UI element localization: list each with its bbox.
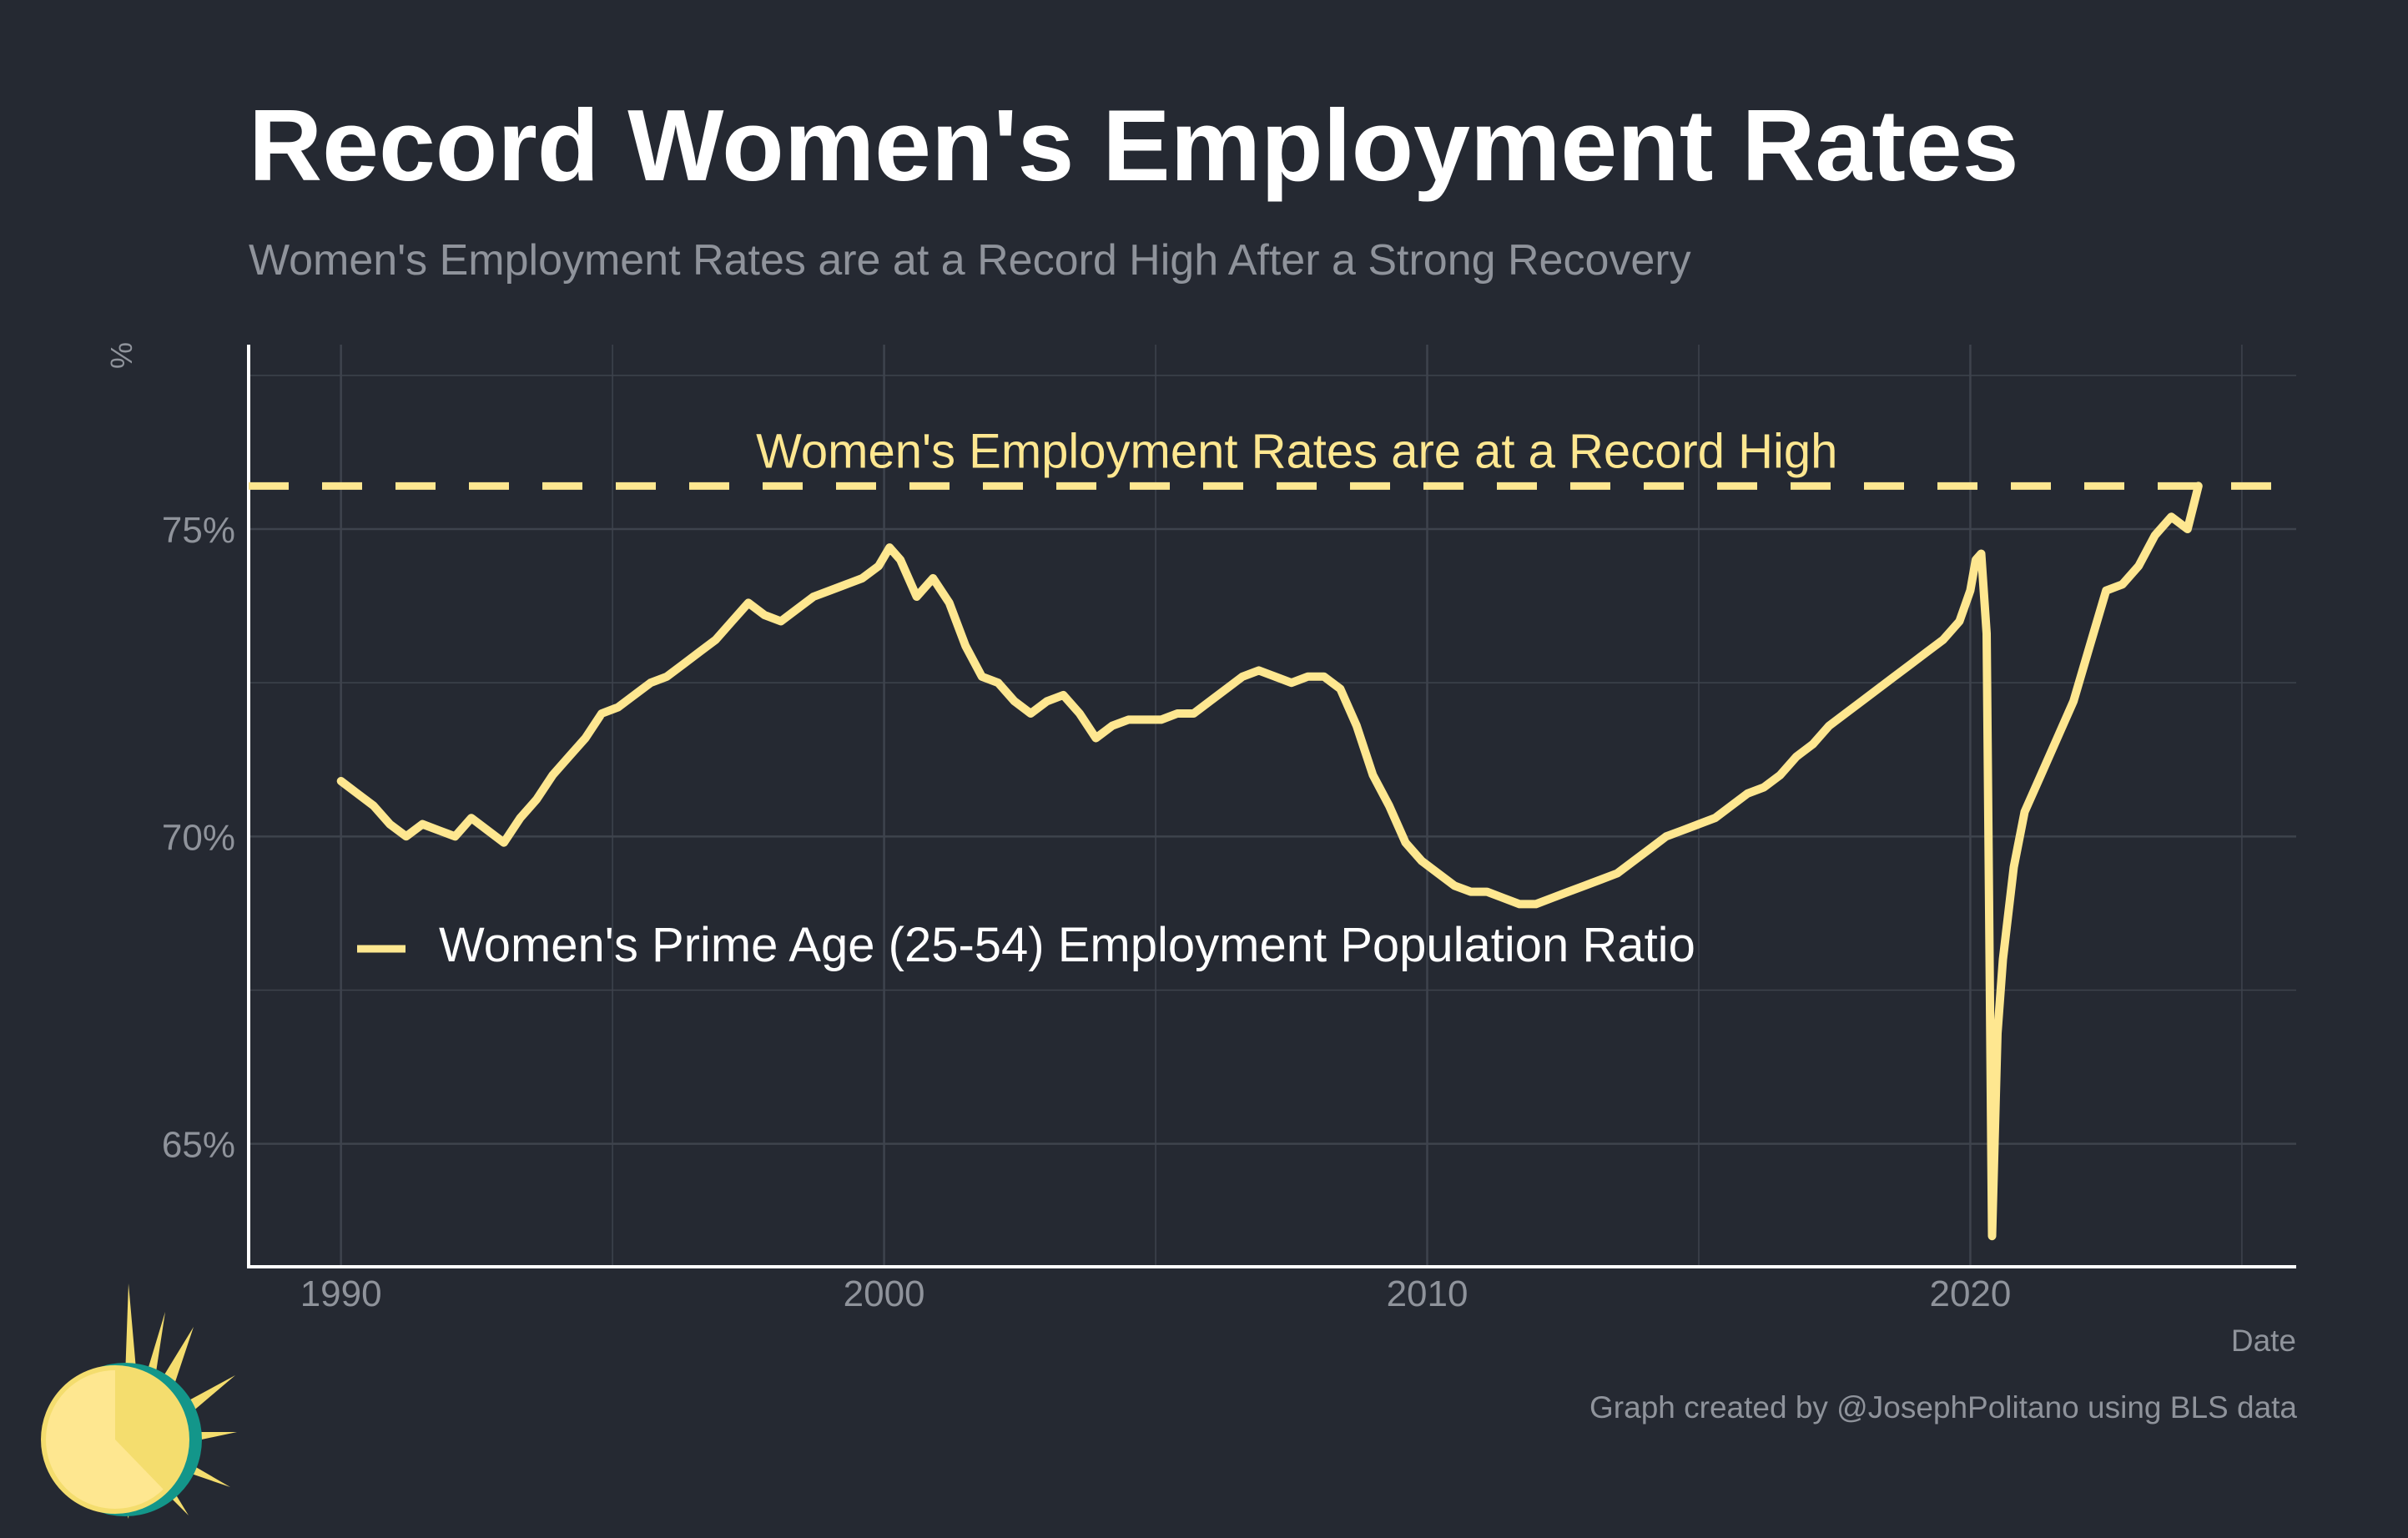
series-group bbox=[336, 482, 2203, 1241]
y-tick-label-70: 70% bbox=[162, 817, 235, 858]
x-axis-label: Date bbox=[2231, 1324, 2296, 1358]
grid bbox=[249, 345, 2296, 1267]
chart-subtitle: Women's Employment Rates are at a Record… bbox=[249, 236, 1691, 285]
x-tick-label-2000: 2000 bbox=[844, 1273, 925, 1314]
x-tick-label-1990: 1990 bbox=[300, 1273, 382, 1314]
record-high-annotation: Women's Employment Rates are at a Record… bbox=[756, 424, 1837, 478]
sun-logo-icon bbox=[41, 1283, 237, 1519]
chart-title: Record Women's Employment Rates bbox=[249, 88, 2019, 202]
y-axis-label: % bbox=[104, 342, 139, 369]
x-tick-label-2020: 2020 bbox=[1929, 1273, 2011, 1314]
axes bbox=[247, 345, 2296, 1268]
source-credit: Graph created by @JosephPolitano using B… bbox=[1589, 1390, 2297, 1425]
tick-labels: 1990 2000 2010 2020 65% 70% 75% bbox=[162, 510, 2011, 1314]
legend: Women's Prime Age (25-54) Employment Pop… bbox=[357, 918, 1695, 972]
series-line-womens-epop bbox=[336, 482, 2203, 1241]
reference-line-group: Women's Employment Rates are at a Record… bbox=[249, 424, 2296, 490]
y-tick-label-65: 65% bbox=[162, 1125, 235, 1166]
y-tick-label-75: 75% bbox=[162, 510, 235, 551]
legend-label: Women's Prime Age (25-54) Employment Pop… bbox=[439, 918, 1695, 972]
x-tick-label-2010: 2010 bbox=[1387, 1273, 1468, 1314]
